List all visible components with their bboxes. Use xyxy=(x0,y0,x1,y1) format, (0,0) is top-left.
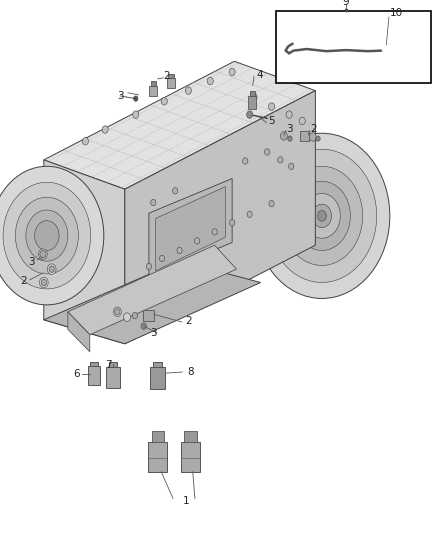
Text: 9: 9 xyxy=(343,0,350,7)
Circle shape xyxy=(47,264,56,274)
Circle shape xyxy=(281,166,363,265)
Polygon shape xyxy=(68,245,237,335)
Text: 7: 7 xyxy=(105,360,112,370)
Bar xyxy=(149,86,157,96)
Bar xyxy=(167,78,175,88)
Bar xyxy=(91,362,98,366)
Circle shape xyxy=(243,158,248,164)
Circle shape xyxy=(280,132,287,140)
Text: 2: 2 xyxy=(163,71,170,81)
Circle shape xyxy=(312,204,332,228)
Circle shape xyxy=(299,117,305,125)
Circle shape xyxy=(185,87,191,94)
Bar xyxy=(168,75,173,78)
Circle shape xyxy=(0,166,104,305)
Bar xyxy=(88,366,100,385)
Text: 8: 8 xyxy=(187,367,194,376)
Circle shape xyxy=(26,210,68,261)
Circle shape xyxy=(304,193,340,238)
Polygon shape xyxy=(149,179,232,277)
Circle shape xyxy=(267,149,377,282)
Circle shape xyxy=(247,111,253,118)
Circle shape xyxy=(318,211,326,221)
Circle shape xyxy=(316,136,320,141)
Circle shape xyxy=(49,266,54,272)
Circle shape xyxy=(134,96,138,101)
Circle shape xyxy=(3,182,91,289)
Circle shape xyxy=(115,309,120,315)
Bar xyxy=(248,96,256,109)
Bar xyxy=(276,11,431,83)
Circle shape xyxy=(39,277,48,288)
Circle shape xyxy=(230,220,235,226)
Text: 3: 3 xyxy=(117,91,124,101)
Circle shape xyxy=(15,197,78,274)
Bar xyxy=(143,310,154,321)
Circle shape xyxy=(102,126,108,133)
Circle shape xyxy=(251,93,257,101)
Circle shape xyxy=(309,133,316,141)
Circle shape xyxy=(212,229,217,235)
Circle shape xyxy=(82,138,88,145)
Circle shape xyxy=(278,157,283,163)
Circle shape xyxy=(40,251,46,258)
Text: 2: 2 xyxy=(20,277,27,286)
Circle shape xyxy=(124,313,131,321)
Bar xyxy=(109,362,117,367)
Circle shape xyxy=(146,263,152,270)
Bar xyxy=(300,131,309,141)
Polygon shape xyxy=(44,160,125,344)
Bar xyxy=(250,91,255,96)
Circle shape xyxy=(39,249,47,260)
Bar xyxy=(106,367,120,388)
Polygon shape xyxy=(68,312,90,352)
Bar xyxy=(152,431,164,442)
Circle shape xyxy=(113,307,121,317)
Circle shape xyxy=(207,77,213,85)
Text: 3: 3 xyxy=(150,328,157,338)
Text: 4: 4 xyxy=(257,70,264,79)
Circle shape xyxy=(173,188,178,194)
Circle shape xyxy=(247,211,252,217)
Bar xyxy=(150,367,165,389)
Circle shape xyxy=(41,279,46,286)
Circle shape xyxy=(377,45,385,56)
Bar xyxy=(148,442,167,472)
Circle shape xyxy=(177,247,182,254)
Polygon shape xyxy=(44,261,261,344)
Circle shape xyxy=(151,199,156,206)
Text: 6: 6 xyxy=(73,369,80,379)
Circle shape xyxy=(269,200,274,207)
Text: 1: 1 xyxy=(183,496,190,506)
Circle shape xyxy=(286,111,292,118)
Text: 3: 3 xyxy=(28,257,35,267)
Circle shape xyxy=(132,312,138,319)
Polygon shape xyxy=(125,91,315,344)
Circle shape xyxy=(194,238,200,244)
Bar xyxy=(151,82,156,86)
Circle shape xyxy=(161,98,167,105)
Circle shape xyxy=(229,68,235,76)
Circle shape xyxy=(268,103,275,110)
Circle shape xyxy=(288,136,292,141)
Circle shape xyxy=(289,163,294,169)
Circle shape xyxy=(159,255,165,262)
Bar xyxy=(153,362,162,367)
Bar xyxy=(184,431,197,442)
Circle shape xyxy=(141,323,146,329)
Circle shape xyxy=(293,181,350,251)
Circle shape xyxy=(133,111,139,118)
Polygon shape xyxy=(155,187,226,271)
Text: 5: 5 xyxy=(268,116,275,126)
Circle shape xyxy=(265,149,270,155)
Text: 2: 2 xyxy=(310,124,317,134)
Text: 3: 3 xyxy=(286,124,293,134)
Circle shape xyxy=(35,221,59,251)
Circle shape xyxy=(254,133,390,298)
Text: 2: 2 xyxy=(185,317,192,326)
Polygon shape xyxy=(44,61,315,189)
Text: 10: 10 xyxy=(390,9,403,18)
Bar xyxy=(181,442,200,472)
